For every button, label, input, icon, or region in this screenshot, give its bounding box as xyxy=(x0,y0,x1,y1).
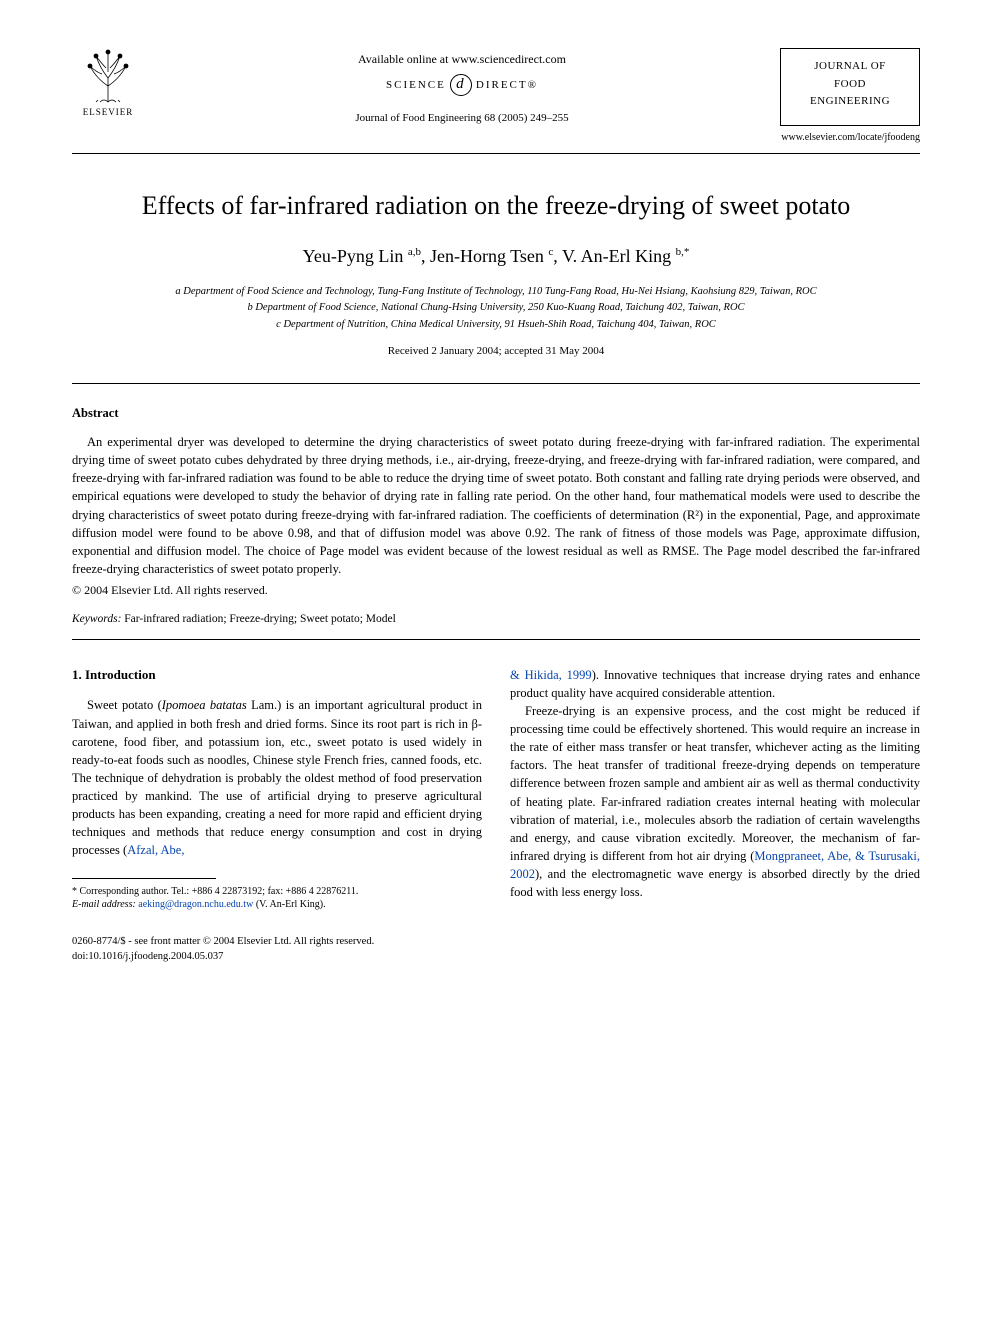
journal-box-line2: FOOD xyxy=(785,76,915,93)
email-line: E-mail address: aeking@dragon.nchu.edu.t… xyxy=(72,898,482,912)
scidirect-d-icon: d xyxy=(450,74,472,96)
publisher-name: ELSEVIER xyxy=(83,106,134,120)
abstract-top-rule xyxy=(72,383,920,384)
email-who: (V. An-Erl King). xyxy=(253,899,325,910)
citation-afzal-cont[interactable]: & Hikida, 1999 xyxy=(510,668,592,682)
scidirect-left: SCIENCE xyxy=(386,77,446,94)
page-footer: 0260-8774/$ - see front matter © 2004 El… xyxy=(72,934,920,966)
intro-italic-species: Ipomoea batatas xyxy=(162,698,247,712)
author-email[interactable]: aeking@dragon.nchu.edu.tw xyxy=(136,899,254,910)
section-heading-intro: 1. Introduction xyxy=(72,666,482,685)
citation-afzal[interactable]: Afzal, Abe, xyxy=(127,843,184,857)
footer-left: 0260-8774/$ - see front matter © 2004 El… xyxy=(72,934,374,966)
keywords-value: Far-infrared radiation; Freeze-drying; S… xyxy=(121,613,395,625)
locate-url: www.elsevier.com/locate/jfoodeng xyxy=(780,130,920,145)
sciencedirect-logo: SCIENCE d DIRECT® xyxy=(386,74,538,96)
intro-para-1-cont: & Hikida, 1999). Innovative techniques t… xyxy=(510,666,920,702)
header-center: Available online at www.sciencedirect.co… xyxy=(144,48,780,127)
author-sep-2: , xyxy=(553,246,562,266)
footnotes: * Corresponding author. Tel.: +886 4 228… xyxy=(72,885,482,912)
affiliations: a Department of Food Science and Technol… xyxy=(72,284,920,333)
abstract-text: An experimental dryer was developed to d… xyxy=(72,433,920,578)
available-online-text: Available online at www.sciencedirect.co… xyxy=(144,50,780,68)
author-sep-1: , xyxy=(421,246,430,266)
footnote-rule xyxy=(72,878,216,879)
keywords-label: Keywords: xyxy=(72,613,121,625)
email-label: E-mail address: xyxy=(72,899,136,910)
intro-1a: Sweet potato ( xyxy=(87,698,162,712)
affiliation-c: c Department of Nutrition, China Medical… xyxy=(72,317,920,333)
author-2-name: Jen-Horng Tsen xyxy=(430,246,548,266)
author-3-affil: b,* xyxy=(676,246,690,258)
column-left: 1. Introduction Sweet potato (Ipomoea ba… xyxy=(72,666,482,912)
abstract-body: An experimental dryer was developed to d… xyxy=(72,433,920,599)
body-columns: 1. Introduction Sweet potato (Ipomoea ba… xyxy=(72,666,920,912)
journal-box-wrapper: JOURNAL OF FOOD ENGINEERING www.elsevier… xyxy=(780,48,920,145)
footer-copyright: 0260-8774/$ - see front matter © 2004 El… xyxy=(72,934,374,950)
intro-2b: ), and the electromagnetic wave energy i… xyxy=(510,867,920,899)
intro-2a: Freeze-drying is an expensive process, a… xyxy=(510,704,920,863)
journal-header: ELSEVIER Available online at www.science… xyxy=(72,48,920,145)
intro-para-2: Freeze-drying is an expensive process, a… xyxy=(510,702,920,901)
journal-box-line1: JOURNAL OF xyxy=(785,58,915,75)
intro-1b: Lam.) is an important agricultural produ… xyxy=(72,698,482,857)
footer-doi: doi:10.1016/j.jfoodeng.2004.05.037 xyxy=(72,949,374,965)
elsevier-tree-icon xyxy=(78,48,138,104)
keywords: Keywords: Far-infrared radiation; Freeze… xyxy=(72,611,920,628)
affiliation-b: b Department of Food Science, National C… xyxy=(72,300,920,316)
journal-title-box: JOURNAL OF FOOD ENGINEERING xyxy=(780,48,920,126)
journal-reference: Journal of Food Engineering 68 (2005) 24… xyxy=(144,110,780,127)
column-right: & Hikida, 1999). Innovative techniques t… xyxy=(510,666,920,912)
abstract-heading: Abstract xyxy=(72,404,920,423)
article-dates: Received 2 January 2004; accepted 31 May… xyxy=(72,343,920,360)
author-3-name: V. An-Erl King xyxy=(562,246,676,266)
author-1-name: Yeu-Pyng Lin xyxy=(303,246,408,266)
scidirect-right: DIRECT® xyxy=(476,77,538,94)
journal-box-line3: ENGINEERING xyxy=(785,93,915,110)
elsevier-logo: ELSEVIER xyxy=(72,48,144,128)
author-1-affil: a,b xyxy=(408,246,421,258)
abstract-bottom-rule xyxy=(72,639,920,640)
abstract-copyright: © 2004 Elsevier Ltd. All rights reserved… xyxy=(72,582,920,599)
author-list: Yeu-Pyng Lin a,b, Jen-Horng Tsen c, V. A… xyxy=(72,243,920,270)
article-title: Effects of far-infrared radiation on the… xyxy=(72,186,920,225)
affiliation-a: a Department of Food Science and Technol… xyxy=(72,284,920,300)
intro-para-1: Sweet potato (Ipomoea batatas Lam.) is a… xyxy=(72,696,482,859)
corresponding-author: * Corresponding author. Tel.: +886 4 228… xyxy=(72,885,482,899)
header-rule xyxy=(72,153,920,154)
